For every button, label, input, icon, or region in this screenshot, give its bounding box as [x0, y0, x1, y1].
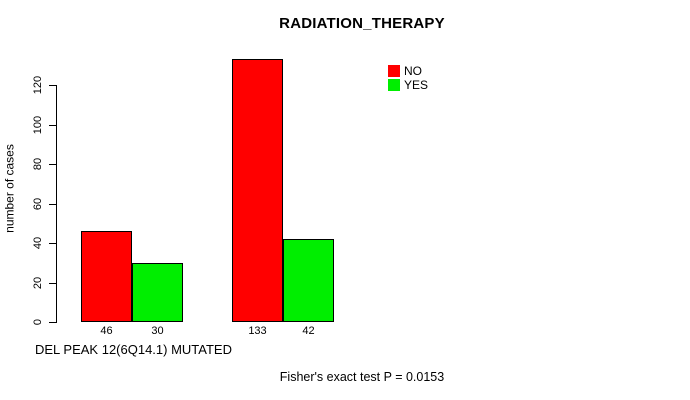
y-axis-tick-20 [49, 283, 56, 284]
y-axis-tick-label-100: 100 [32, 115, 44, 135]
y-axis-tick-40 [49, 243, 56, 244]
x-axis-label: DEL PEAK 12(6Q14.1) MUTATED [35, 342, 232, 357]
legend-entry-yes: YES [388, 79, 428, 91]
legend-label-no: NO [404, 64, 422, 78]
bar-value-label-no-group2: 133 [248, 325, 267, 337]
y-axis-tick-label-0: 0 [32, 318, 44, 326]
annotation-text: Fisher's exact test P = 0.0153 [279, 370, 445, 384]
bar-value-label-no-group1: 46 [100, 325, 113, 337]
bar-value-label-yes-group1: 30 [151, 325, 164, 337]
legend-entry-no: NO [388, 65, 428, 77]
y-axis-tick-80 [49, 164, 56, 165]
y-axis-label: number of cases [2, 144, 17, 233]
y-axis-tick-100 [49, 125, 56, 126]
y-axis-tick-120 [49, 85, 56, 86]
y-axis-tick-label-40: 40 [32, 236, 44, 250]
y-axis-tick-label-120: 120 [32, 75, 44, 95]
y-axis-tick-0 [49, 322, 56, 323]
y-axis-tick-60 [49, 204, 56, 205]
bar-no-group2 [232, 59, 283, 322]
bar-value-label-yes-group2: 42 [302, 325, 315, 337]
legend: NO YES [388, 65, 428, 93]
legend-swatch-yes [388, 79, 400, 91]
bar-yes-group2 [283, 239, 334, 322]
bar-no-group1 [81, 231, 132, 322]
y-axis-tick-label-80: 80 [32, 157, 44, 171]
chart-title: RADIATION_THERAPY [279, 15, 445, 32]
y-axis-line [56, 85, 57, 323]
legend-label-yes: YES [404, 78, 429, 92]
legend-swatch-no [388, 65, 400, 77]
y-axis-tick-label-20: 20 [32, 276, 44, 290]
bar-yes-group1 [132, 263, 183, 322]
y-axis-tick-label-60: 60 [32, 197, 44, 211]
